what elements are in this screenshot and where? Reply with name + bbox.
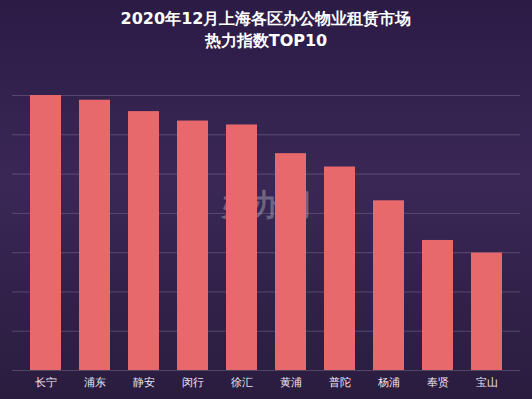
html-text:2020年12月上海各区办公物业租赁市场: 2020年12月上海各区办公物业租赁市场	[120, 9, 412, 28]
svg-text:徐汇: 徐汇	[231, 376, 253, 389]
svg-text:黄浦: 黄浦	[280, 376, 302, 389]
svg-text:杨浦: 杨浦	[377, 376, 400, 389]
svg-text:闵行: 闵行	[182, 376, 204, 389]
html-text:热力指数TOP10: 热力指数TOP10	[204, 31, 328, 50]
html-text:办办网: 办办网	[221, 187, 311, 222]
svg-text:普陀: 普陀	[329, 376, 351, 389]
svg-text:宝山: 宝山	[476, 376, 498, 389]
svg-text:长宁: 长宁	[35, 376, 57, 389]
svg-text:浦东: 浦东	[84, 376, 106, 389]
svg-text:奉贤: 奉贤	[427, 376, 449, 389]
svg-text:静安: 静安	[133, 376, 155, 389]
